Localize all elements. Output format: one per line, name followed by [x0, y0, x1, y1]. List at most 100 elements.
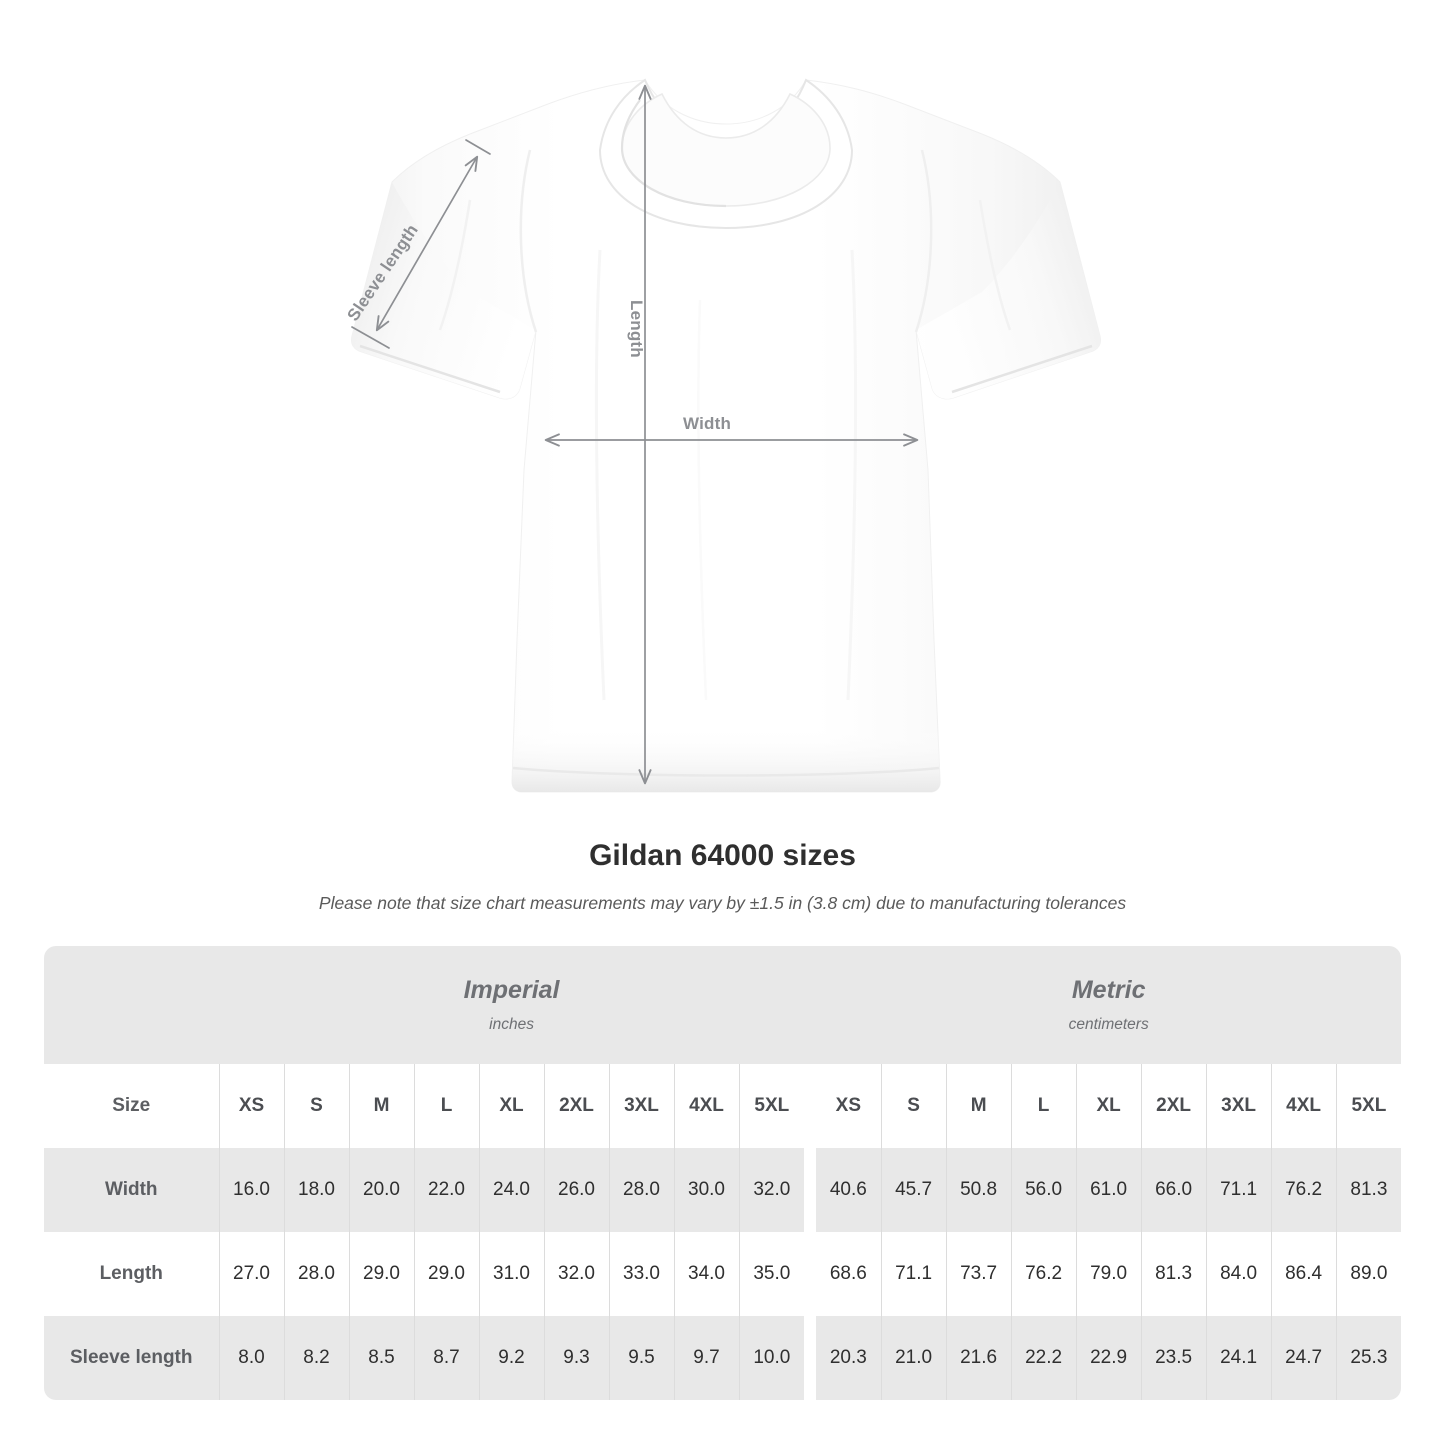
tshirt-diagram — [351, 78, 1101, 793]
width-imp-2: 20.0 — [348, 1148, 414, 1232]
section-gap — [804, 1232, 817, 1316]
metric-title: Metric — [1071, 975, 1146, 1004]
row-label-length: Length — [44, 1232, 219, 1316]
row-label-sleeve-length: Sleeve length — [44, 1316, 219, 1400]
sleeve-imp-4: 9.2 — [478, 1316, 544, 1400]
title-block: Gildan 64000 sizes Please note that size… — [0, 838, 1445, 915]
size-header-met-1: S — [880, 1064, 947, 1148]
width-imp-3: 22.0 — [413, 1148, 479, 1232]
right-sleeve-shade — [916, 182, 1101, 399]
sleeve-met-1: 21.0 — [880, 1316, 947, 1400]
imperial-title: Imperial — [463, 975, 560, 1004]
table-row-size-header: Size XS S M L XL 2XL 3XL 4XL 5XL XS S M … — [44, 1064, 1402, 1148]
measurement-arrows — [351, 84, 919, 785]
unit-band-row: Imperial inches Metric centimeters — [44, 946, 1402, 1064]
width-imp-7: 30.0 — [673, 1148, 739, 1232]
tolerance-note: Please note that size chart measurements… — [318, 893, 1127, 913]
left-sleeve-hem — [359, 344, 501, 394]
size-header-imp-2: M — [348, 1064, 414, 1148]
size-header-imp-4: XL — [478, 1064, 544, 1148]
imperial-subtitle: inches — [489, 1016, 534, 1034]
width-met-0: 40.6 — [816, 1148, 882, 1232]
right-armhole-seam — [914, 149, 933, 333]
width-met-6: 71.1 — [1205, 1148, 1272, 1232]
length-imp-5: 32.0 — [543, 1232, 609, 1316]
table-row-length: Length 27.0 28.0 29.0 29.0 31.0 32.0 33.… — [44, 1232, 1402, 1316]
size-header-met-4: XL — [1075, 1064, 1142, 1148]
table-row-sleeve-length: Sleeve length 8.0 8.2 8.5 8.7 9.2 9.3 9.… — [44, 1316, 1402, 1400]
width-met-1: 45.7 — [880, 1148, 947, 1232]
tshirt-illustration: Width Length Sleeve length — [343, 78, 1101, 793]
sleeve-imp-7: 9.7 — [673, 1316, 739, 1400]
size-header-imp-3: L — [413, 1064, 479, 1148]
size-chart-table-wrap: Imperial inches Metric centimeters Size … — [44, 946, 1402, 1400]
size-header-imp-7: 4XL — [673, 1064, 739, 1148]
width-label: Width — [683, 414, 732, 433]
row-label-width: Width — [44, 1148, 219, 1232]
body-hem-shade — [512, 726, 941, 792]
width-met-7: 76.2 — [1270, 1148, 1337, 1232]
sleeve-arrow — [375, 155, 479, 332]
length-met-4: 79.0 — [1075, 1232, 1142, 1316]
length-imp-0: 27.0 — [218, 1232, 284, 1316]
sleeve-imp-2: 8.5 — [348, 1316, 414, 1400]
width-met-5: 66.0 — [1140, 1148, 1207, 1232]
length-imp-2: 29.0 — [348, 1232, 414, 1316]
fabric-fold — [978, 199, 1012, 331]
collar-shadow — [620, 99, 727, 208]
sleeve-met-8: 25.3 — [1335, 1316, 1402, 1400]
size-header-imp-0: XS — [218, 1064, 284, 1148]
section-gap — [804, 1148, 817, 1232]
right-sleeve-hem — [951, 344, 1093, 394]
sleeve-imp-3: 8.7 — [413, 1316, 479, 1400]
sleeve-met-3: 22.2 — [1010, 1316, 1077, 1400]
length-met-6: 84.0 — [1205, 1232, 1272, 1316]
left-armhole-seam — [519, 149, 538, 333]
width-met-3: 56.0 — [1010, 1148, 1077, 1232]
size-header-met-7: 4XL — [1270, 1064, 1337, 1148]
body-hem-line — [512, 766, 940, 777]
length-met-5: 81.3 — [1140, 1232, 1207, 1316]
sleeve-imp-1: 8.2 — [283, 1316, 349, 1400]
sleeve-met-7: 24.7 — [1270, 1316, 1337, 1400]
page-title: Gildan 64000 sizes — [589, 839, 856, 872]
unit-band-spacer — [44, 946, 219, 1064]
width-met-4: 61.0 — [1075, 1148, 1142, 1232]
length-met-0: 68.6 — [816, 1232, 882, 1316]
width-met-2: 50.8 — [945, 1148, 1012, 1232]
size-header-met-6: 3XL — [1205, 1064, 1272, 1148]
size-header-met-8: 5XL — [1335, 1064, 1402, 1148]
sleeve-met-4: 22.9 — [1075, 1316, 1142, 1400]
width-imp-4: 24.0 — [478, 1148, 544, 1232]
sleeve-imp-0: 8.0 — [218, 1316, 284, 1400]
length-imp-3: 29.0 — [413, 1232, 479, 1316]
fabric-fold — [595, 249, 606, 701]
size-header-met-2: M — [945, 1064, 1012, 1148]
width-imp-0: 16.0 — [218, 1148, 284, 1232]
width-imp-8: 32.0 — [738, 1148, 805, 1232]
width-imp-5: 26.0 — [543, 1148, 609, 1232]
fabric-fold — [846, 249, 857, 701]
width-met-8: 81.3 — [1335, 1148, 1402, 1232]
length-met-7: 86.4 — [1270, 1232, 1337, 1316]
length-met-1: 71.1 — [880, 1232, 947, 1316]
sleeve-cap-bottom — [351, 326, 390, 349]
section-gap — [804, 1316, 817, 1400]
section-gap — [804, 1064, 817, 1148]
length-met-2: 73.7 — [945, 1232, 1012, 1316]
metric-unit-cell: Metric centimeters — [816, 946, 1402, 1064]
length-imp-6: 33.0 — [608, 1232, 674, 1316]
size-header-met-3: L — [1010, 1064, 1077, 1148]
width-imp-1: 18.0 — [283, 1148, 349, 1232]
size-header-imp-6: 3XL — [608, 1064, 674, 1148]
length-imp-8: 35.0 — [738, 1232, 805, 1316]
imperial-unit-cell: Imperial inches — [219, 946, 805, 1064]
size-header-imp-8: 5XL — [738, 1064, 805, 1148]
sleeve-imp-6: 9.5 — [608, 1316, 674, 1400]
sleeve-met-5: 23.5 — [1140, 1316, 1207, 1400]
length-imp-7: 34.0 — [673, 1232, 739, 1316]
sleeve-imp-8: 10.0 — [738, 1316, 805, 1400]
length-met-3: 76.2 — [1010, 1232, 1077, 1316]
tshirt-garment — [351, 78, 1101, 793]
sleeve-cap-top — [465, 139, 491, 155]
